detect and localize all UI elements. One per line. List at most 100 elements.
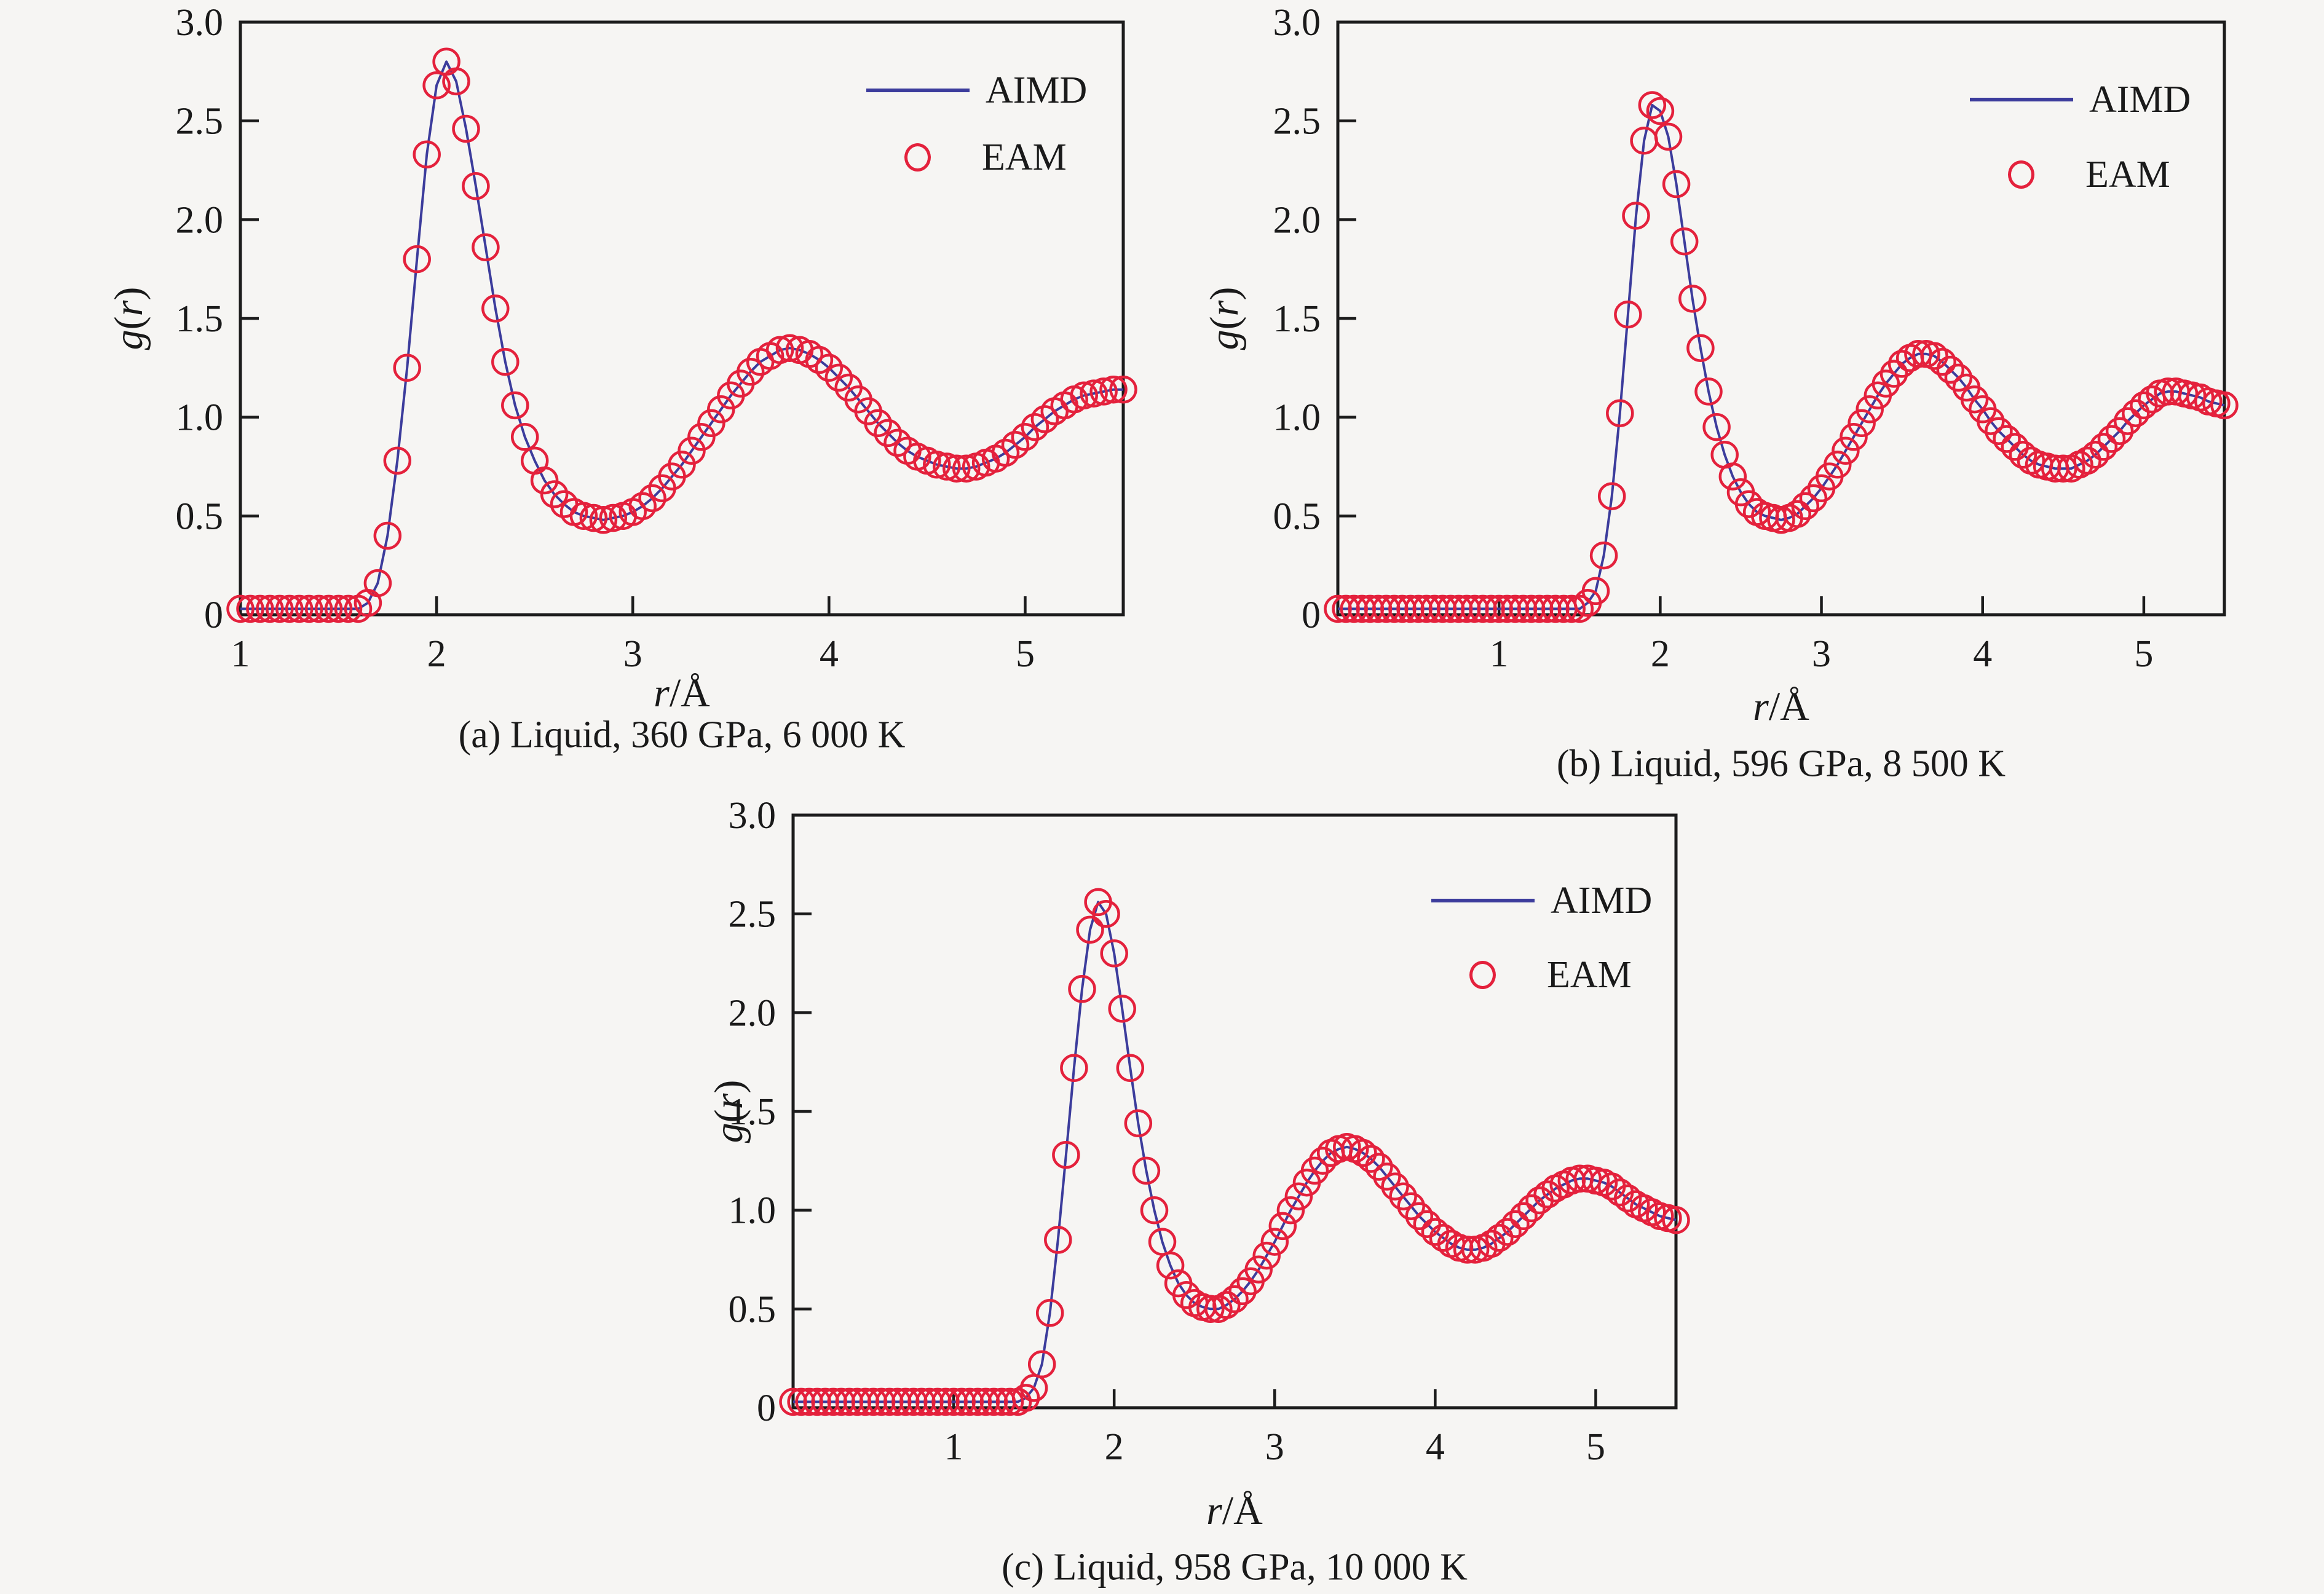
- y-tick-label: 0.5: [176, 495, 224, 537]
- eam-marker: [1373, 1162, 1401, 1191]
- eam-marker: [1070, 381, 1098, 410]
- eam-marker: [1622, 202, 1650, 230]
- eam-marker: [334, 594, 363, 623]
- eam-marker: [883, 428, 912, 457]
- legend-label-aimd: AIMD: [2089, 78, 2191, 120]
- x-tick-label: 5: [1016, 633, 1035, 675]
- y-tick-label: 2.5: [1273, 101, 1321, 143]
- eam-marker: [1501, 1210, 1530, 1238]
- eam-marker: [226, 594, 255, 623]
- eam-marker: [1011, 423, 1040, 451]
- eam-marker: [1228, 1277, 1257, 1306]
- caption-b: (b) Liquid, 596 GPa, 8 500 K: [1556, 743, 2006, 785]
- eam-marker: [510, 423, 539, 451]
- caption-c: (c) Liquid, 958 GPa, 10 000 K: [1002, 1546, 1468, 1588]
- eam-marker: [1300, 1156, 1329, 1185]
- eam-marker: [1349, 1138, 1377, 1167]
- eam-marker: [1035, 1299, 1064, 1327]
- eam-marker: [1108, 995, 1136, 1023]
- eam-marker: [1357, 1145, 1385, 1173]
- eam-marker: [1089, 377, 1118, 406]
- eam-marker: [824, 363, 853, 392]
- y-axis-label-b: g(r): [1202, 286, 1247, 350]
- eam-marker: [2097, 425, 2126, 453]
- y-tick-label: 2.0: [729, 992, 777, 1034]
- y-tick-label: 2.0: [1273, 199, 1321, 241]
- eam-marker: [1606, 399, 1634, 427]
- eam-marker: [1928, 347, 1956, 376]
- y-axis-label-c: g(r): [706, 1079, 751, 1143]
- y-tick-label: 2.0: [176, 199, 224, 241]
- y-tick-label: 0: [204, 594, 223, 636]
- x-tick-label: 1: [944, 1426, 963, 1468]
- legend-label-eam: EAM: [2085, 153, 2170, 195]
- eam-marker: [1124, 1109, 1153, 1138]
- eam-marker: [707, 395, 735, 424]
- eam-marker: [1904, 340, 1932, 368]
- eam-marker: [393, 353, 421, 382]
- eam-marker: [2089, 433, 2118, 461]
- eam-marker: [1132, 1156, 1161, 1185]
- eam-marker: [1662, 170, 1691, 199]
- eam-marker: [628, 492, 657, 521]
- eam-marker: [314, 594, 343, 623]
- eam-marker: [1021, 412, 1049, 441]
- eam-marker: [952, 454, 981, 483]
- eam-marker: [1260, 1228, 1289, 1256]
- eam-marker: [294, 594, 323, 623]
- eam-marker: [383, 446, 412, 475]
- x-tick-label: 3: [623, 633, 642, 675]
- eam-marker: [1413, 1210, 1442, 1238]
- panel-a-plot: 1 2 3 4 5 0 0.5 1.0 1.5 2.0 2.5 3.0: [176, 2, 1137, 675]
- eam-marker: [569, 502, 598, 531]
- eam-marker: [324, 594, 353, 623]
- eam-marker: [805, 345, 834, 374]
- eam-marker: [1694, 377, 1723, 406]
- eam-marker: [1638, 91, 1667, 119]
- eam-marker: [2105, 417, 2134, 445]
- eam-marker: [1589, 541, 1618, 570]
- eam-marker: [1662, 1205, 1690, 1234]
- y-tick-label: 0.5: [1273, 495, 1321, 537]
- eam-marker: [1824, 451, 1852, 479]
- legend-a-aimd: AIMD: [866, 69, 1088, 111]
- eam-marker: [995, 1387, 1024, 1416]
- y-tick-label: 1.5: [176, 298, 224, 340]
- eam-marker: [2073, 446, 2101, 475]
- eam-marker: [373, 521, 402, 550]
- eam-marker: [1405, 1202, 1434, 1231]
- y-tick-label: 1.5: [729, 1091, 777, 1133]
- eam-circle-swatch-icon: [904, 143, 931, 172]
- eam-marker: [1783, 500, 1811, 528]
- legend-c-aimd: AIMD: [1431, 880, 1652, 921]
- eam-marker: [1944, 363, 1973, 392]
- eam-marker: [1985, 417, 2013, 445]
- eam-marker: [403, 245, 431, 274]
- eam-marker: [422, 71, 451, 100]
- eam-marker: [1718, 462, 1747, 491]
- eam-marker: [2210, 391, 2239, 420]
- eam-marker: [765, 336, 794, 365]
- eam-marker: [1027, 1350, 1056, 1379]
- legend-label-eam: EAM: [1547, 953, 1632, 996]
- eam-markers: [1324, 91, 2239, 623]
- eam-marker: [923, 451, 951, 479]
- eam-marker: [579, 503, 608, 532]
- aimd-line-swatch-icon: [1431, 899, 1535, 902]
- eam-marker: [1397, 1192, 1425, 1220]
- x-tick-label: 2: [1651, 633, 1670, 675]
- eam-marker: [1799, 484, 1828, 513]
- x-tick-label: 1: [1490, 633, 1509, 675]
- y-tick-label: 1.5: [1273, 298, 1321, 340]
- eam-marker: [1702, 412, 1731, 441]
- y-tick-label: 1.0: [1273, 397, 1321, 439]
- eam-marker: [530, 466, 559, 495]
- eam-marker: [1284, 1182, 1313, 1210]
- eam-marker: [1614, 300, 1642, 329]
- eam-marker: [275, 594, 304, 623]
- eam-marker: [1220, 1285, 1249, 1314]
- eam-marker: [462, 172, 490, 200]
- eam-marker: [246, 594, 274, 623]
- legend-label-aimd: AIMD: [986, 69, 1088, 111]
